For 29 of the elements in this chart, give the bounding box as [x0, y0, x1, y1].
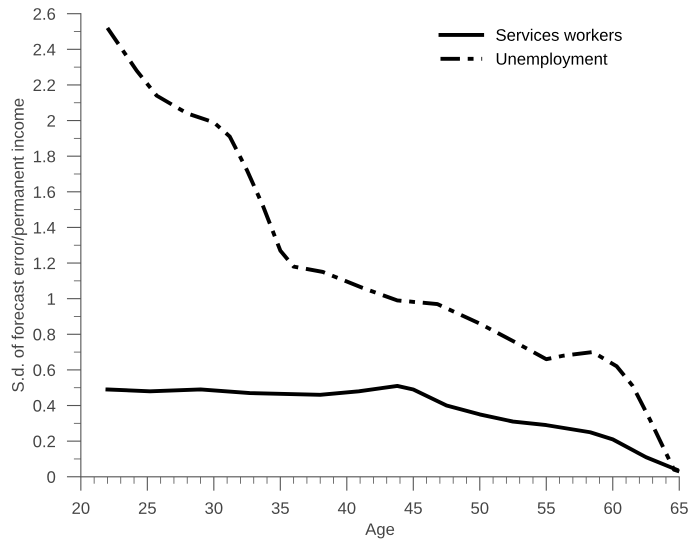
x-tick-label: 20: [72, 502, 90, 514]
y-tick-label: 0.8: [33, 328, 56, 340]
legend-label: Unemployment: [496, 52, 608, 68]
x-tick-label: 30: [205, 502, 222, 514]
legend-label: Services workers: [496, 28, 622, 41]
line-series: [106, 26, 682, 474]
y-tick-label: 1: [48, 293, 56, 305]
y-tick-label: 2.4: [34, 44, 56, 56]
y-tick-label: 1.6: [34, 186, 56, 198]
x-tick-label: 45: [404, 502, 422, 514]
y-tick-label: 1.8: [34, 150, 56, 162]
y-tick-label: 0.4: [33, 400, 56, 412]
x-tick-label: 40: [338, 502, 356, 514]
y-tick-label: 0.6: [33, 364, 56, 376]
y-tick-label: 0.2: [33, 436, 56, 448]
x-axis-title: Age: [365, 523, 394, 538]
x-tick-label: 25: [138, 502, 156, 514]
x-tick-label: 65: [670, 502, 688, 514]
y-tick-label: 2.6: [34, 8, 56, 20]
x-tick-label: 35: [272, 502, 289, 514]
y-tick-label: 1.2: [34, 257, 56, 270]
x-tick-label: 50: [471, 502, 488, 514]
y-tick-label: 1.4: [34, 222, 56, 234]
y-axis-title: S.d. of forecast error/permanent income: [12, 98, 28, 392]
y-tick-label: 2.2: [34, 79, 56, 91]
x-tick-label: 60: [604, 502, 622, 514]
x-tick-label: 55: [538, 502, 555, 514]
y-tick-label: 2: [47, 114, 56, 127]
y-tick-label: 0: [47, 471, 56, 483]
